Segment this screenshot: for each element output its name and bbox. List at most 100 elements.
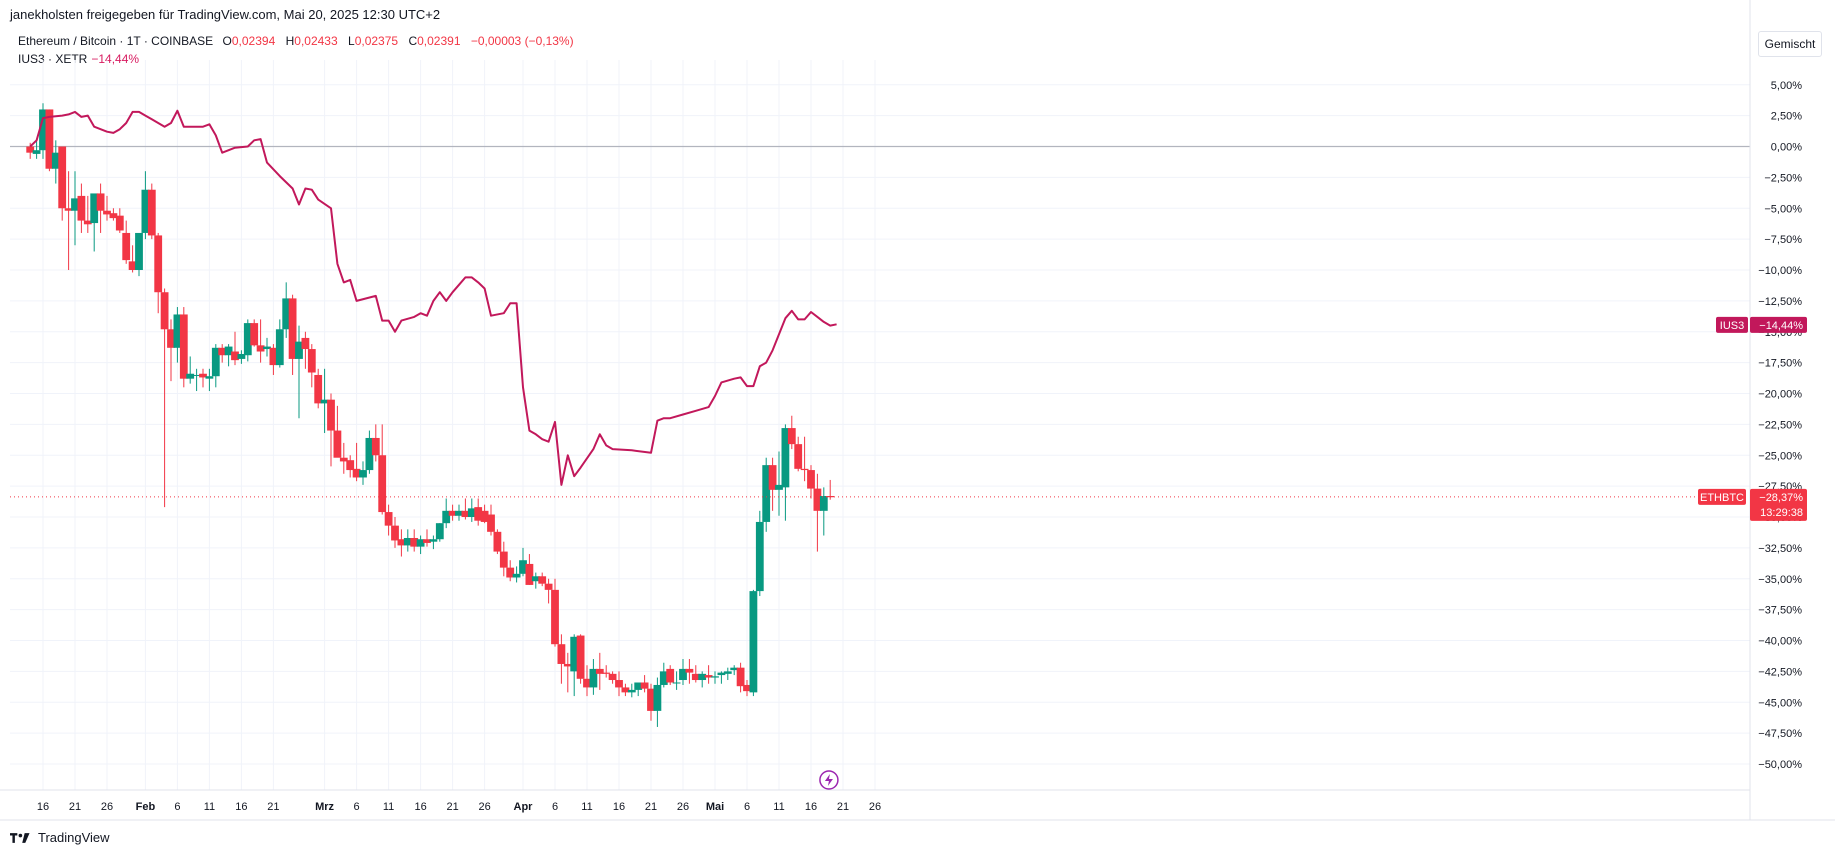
candle: [205, 368, 214, 392]
candle: [602, 665, 611, 678]
x-tick-label: 16: [414, 801, 426, 813]
candle: [282, 282, 291, 338]
tradingview-brand[interactable]: TradingView: [10, 830, 110, 845]
candle: [269, 344, 278, 375]
ethbtc-countdown-label: 13:29:38: [1760, 507, 1803, 519]
candle-body: [557, 644, 566, 664]
y-tick-label: −2,50%: [1764, 172, 1802, 184]
candle-body: [461, 510, 470, 517]
candle-body: [115, 215, 124, 231]
candle: [794, 436, 803, 472]
candle-body: [237, 353, 246, 359]
x-tick-label: 16: [613, 801, 625, 813]
candle-body: [365, 437, 374, 471]
candle-body: [602, 672, 611, 674]
candle-body: [173, 314, 182, 348]
y-tick-label: −35,00%: [1758, 574, 1802, 586]
candle-body: [583, 678, 591, 688]
candle-body: [762, 465, 771, 522]
candle-body: [429, 539, 438, 542]
candle-body: [519, 560, 527, 574]
candle-body: [71, 198, 79, 211]
candle: [71, 171, 79, 246]
candle-body: [531, 576, 540, 582]
candle: [83, 195, 92, 233]
x-tick-label: 6: [552, 801, 558, 813]
candle: [455, 504, 463, 521]
candle: [749, 589, 758, 697]
y-tick-label: −17,50%: [1758, 358, 1802, 370]
candle-body: [109, 213, 118, 219]
compare-change: −14,44%: [91, 52, 140, 66]
scale-mode-button[interactable]: Gemischt: [1758, 31, 1822, 57]
symbol-title[interactable]: Ethereum / Bitcoin · 1T · COINBASE: [18, 34, 214, 48]
candle: [621, 683, 630, 697]
candle: [288, 294, 297, 375]
candle: [563, 652, 572, 693]
candle: [103, 195, 111, 221]
x-axis: 16 21 26 Feb 6 11 16 21 Mrz 6 11 16 21 26 Apr 6 11 16 21 26…: [0, 789, 1835, 821]
candle: [570, 634, 579, 697]
candle: [410, 529, 419, 552]
candle-body: [755, 521, 764, 592]
candle-body: [679, 668, 687, 681]
candle-body: [346, 460, 355, 471]
y-tick-label: −37,50%: [1758, 605, 1802, 617]
x-tick-label: 11: [581, 801, 592, 813]
ius3-value-tag: [1750, 316, 1807, 333]
candle-body: [506, 567, 515, 578]
candle: [275, 319, 284, 368]
candle: [39, 103, 47, 159]
candle-body: [621, 687, 630, 693]
candle-body: [83, 220, 92, 225]
candle: [551, 578, 559, 647]
candle-body: [275, 329, 284, 366]
candle-body: [711, 676, 719, 678]
candle-body: [576, 635, 585, 679]
candle-body: [269, 347, 278, 366]
candle: [58, 146, 67, 221]
candle: [531, 572, 540, 589]
x-tick-label: 26: [677, 801, 689, 813]
x-tick-label: 26: [478, 801, 490, 813]
candle-body: [723, 671, 732, 674]
ohlc-change: −0,00003 (−0,13%): [470, 34, 574, 48]
ohlc-close-value: 0,02391: [417, 34, 461, 48]
published-by-line: janekholsten freigegeben für TradingView…: [10, 7, 441, 22]
x-tick-label: 6: [174, 801, 180, 813]
compare-symbol[interactable]: IUS3 · XETR: [18, 52, 88, 66]
candle: [397, 529, 406, 557]
candle-body: [359, 470, 367, 478]
candle: [423, 529, 431, 547]
candle: [685, 659, 694, 684]
candle-body: [551, 589, 559, 645]
candle: [775, 451, 783, 516]
candle: [320, 368, 329, 434]
candle-body: [243, 323, 252, 356]
x-tick-label: 11: [383, 801, 394, 813]
candle: [90, 193, 99, 252]
x-tick-label: 16: [805, 801, 817, 813]
candle: [173, 307, 182, 363]
candle-body: [77, 195, 86, 221]
y-tick-label: −42,50%: [1758, 666, 1802, 678]
candle: [467, 498, 476, 522]
candle: [634, 682, 643, 697]
candle: [346, 455, 355, 478]
candle-body: [45, 109, 54, 169]
candle: [781, 424, 790, 521]
candle: [787, 415, 796, 450]
candle: [800, 436, 809, 482]
candle-body: [480, 510, 489, 522]
ethbtc-name-tag: [1698, 488, 1746, 505]
candle-body: [160, 292, 169, 330]
candle-body: [192, 374, 201, 376]
candle: [352, 442, 361, 482]
candle-body: [698, 673, 707, 681]
candle-body: [288, 298, 297, 359]
candle: [711, 671, 719, 684]
candle-body: [64, 208, 73, 211]
y-axis: 5,00% 2,50% 0,00% −2,50% −5,00% −7,50% −10,00%…: [1749, 0, 1802, 820]
y-tick-label: 0,00%: [1771, 142, 1802, 154]
